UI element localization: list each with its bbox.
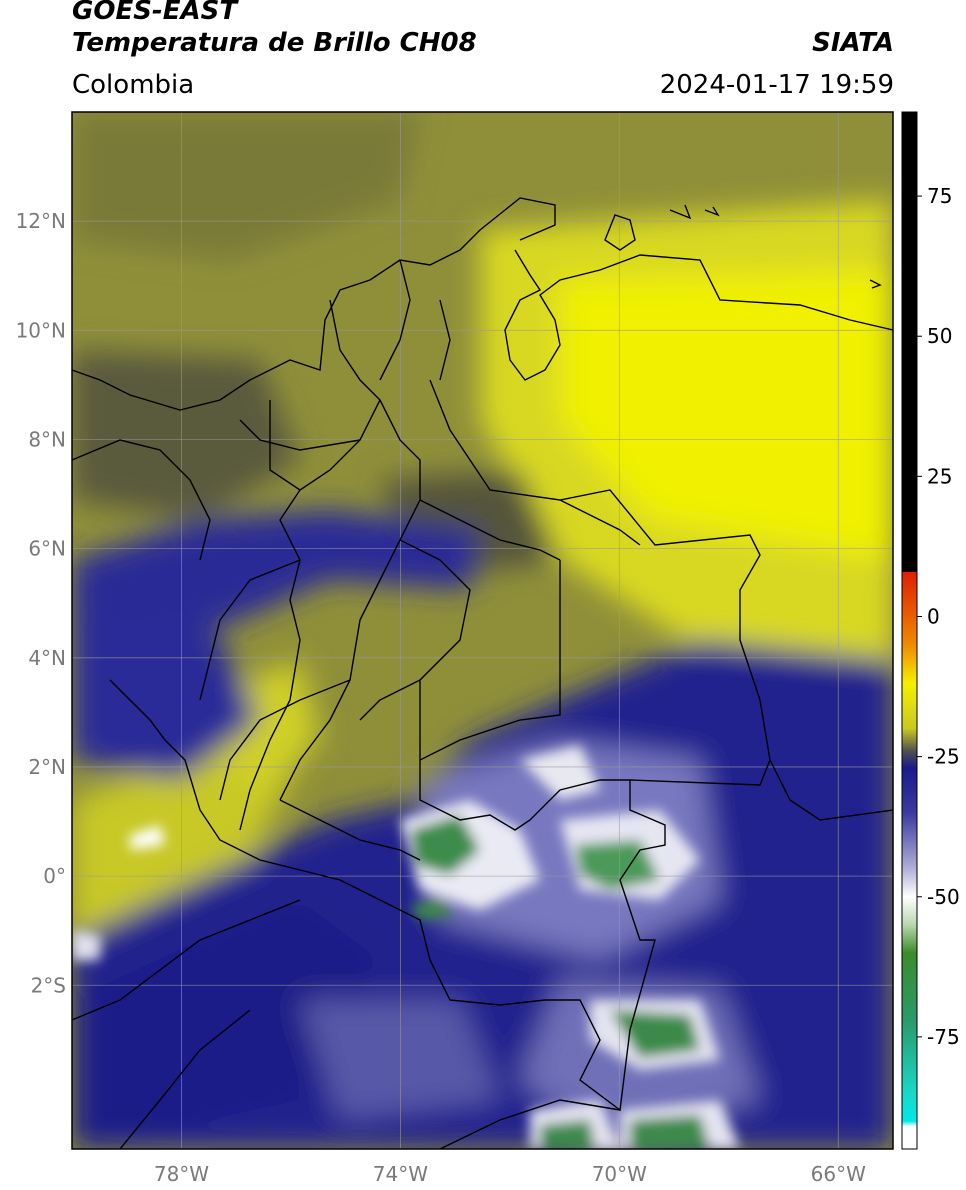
- lon-tick-label: 78°W: [154, 1162, 209, 1186]
- lat-tick-label: 2°N: [28, 755, 66, 779]
- colorbar: 75 50 25 0 -25 -50 -75: [901, 111, 960, 1150]
- colorbar-tick-label: 75: [927, 184, 952, 208]
- lat-tick-label: 10°N: [16, 318, 66, 342]
- lon-tick-label: 66°W: [811, 1162, 866, 1186]
- colorbar-tick-label: -50: [927, 885, 960, 909]
- organization-label: SIATA: [812, 28, 894, 58]
- lat-tick-label: 8°N: [28, 427, 66, 451]
- lat-tick-label: 2°S: [31, 973, 66, 997]
- lat-tick-label: 6°N: [28, 537, 66, 561]
- timestamp-label: 2024-01-17 19:59: [659, 70, 894, 100]
- colorbar-tick-label: 25: [927, 464, 952, 488]
- lat-tick-label: 4°N: [28, 646, 66, 670]
- colorbar-scale: [901, 111, 918, 1150]
- region-label: Colombia: [72, 70, 195, 100]
- boundary-lines: [72, 197, 893, 1149]
- lon-tick-label: 70°W: [592, 1162, 647, 1186]
- product-title: Temperatura de Brillo CH08: [72, 28, 477, 58]
- colorbar-tick-label: -25: [927, 745, 960, 769]
- lat-tick-label: 12°N: [16, 209, 66, 233]
- colorbar-ticks: 75 50 25 0 -25 -50 -75: [917, 184, 960, 1049]
- colorbar-tick-label: 50: [927, 324, 952, 348]
- lat-tick-label: 0°: [43, 864, 66, 888]
- map-frame: [71, 111, 894, 1150]
- colorbar-tick-label: -75: [927, 1025, 960, 1049]
- colorbar-tick-label: 0: [927, 604, 940, 628]
- latitude-axis: 12°N 10°N 8°N 6°N 4°N 2°N 0° 2°S: [16, 209, 66, 997]
- brightness-temperature-field: [72, 112, 893, 1149]
- satellite-title: GOES-EAST: [72, 0, 238, 26]
- lon-tick-label: 74°W: [373, 1162, 428, 1186]
- longitude-axis: 78°W 74°W 70°W 66°W: [154, 1162, 866, 1186]
